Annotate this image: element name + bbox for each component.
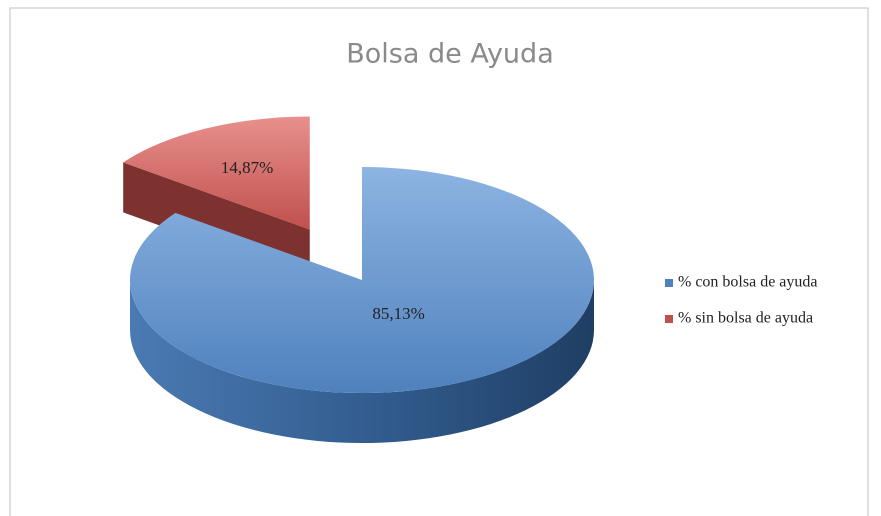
legend-swatch (665, 315, 673, 323)
slice-side (130, 280, 594, 443)
data-label: 85,13% (372, 304, 424, 323)
slice (129, 167, 594, 393)
legend-label: % con bolsa de ayuda (678, 274, 818, 291)
slice (123, 116, 310, 230)
chart-title: Bolsa de Ayuda (346, 39, 553, 70)
legend-label: % sin bolsa de ayuda (678, 310, 813, 327)
data-label: 14,87% (221, 158, 273, 177)
legend-swatch (665, 279, 673, 287)
